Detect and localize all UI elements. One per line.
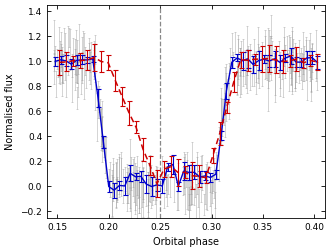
X-axis label: Orbital phase: Orbital phase xyxy=(153,237,219,247)
Y-axis label: Normalised flux: Normalised flux xyxy=(5,73,15,150)
